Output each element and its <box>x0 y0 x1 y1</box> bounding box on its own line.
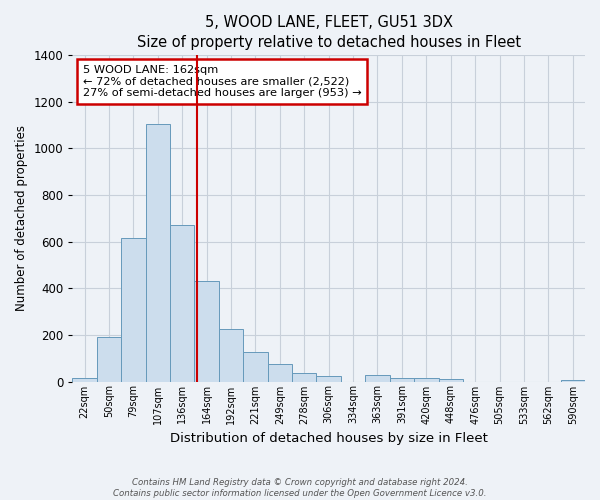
Bar <box>121 238 146 382</box>
Y-axis label: Number of detached properties: Number of detached properties <box>15 126 28 312</box>
Bar <box>170 226 194 382</box>
Bar <box>414 378 439 382</box>
Bar <box>268 364 292 382</box>
Bar <box>194 282 219 382</box>
Bar <box>97 337 121 382</box>
Title: 5, WOOD LANE, FLEET, GU51 3DX
Size of property relative to detached houses in Fl: 5, WOOD LANE, FLEET, GU51 3DX Size of pr… <box>137 15 521 50</box>
Bar <box>389 378 414 382</box>
Bar <box>73 378 97 382</box>
Bar <box>365 374 389 382</box>
Bar <box>243 352 268 382</box>
Text: 5 WOOD LANE: 162sqm
← 72% of detached houses are smaller (2,522)
27% of semi-det: 5 WOOD LANE: 162sqm ← 72% of detached ho… <box>83 65 361 98</box>
Bar <box>219 329 243 382</box>
Bar <box>146 124 170 382</box>
Text: Contains HM Land Registry data © Crown copyright and database right 2024.
Contai: Contains HM Land Registry data © Crown c… <box>113 478 487 498</box>
Bar <box>316 376 341 382</box>
Bar <box>292 374 316 382</box>
Bar <box>439 379 463 382</box>
X-axis label: Distribution of detached houses by size in Fleet: Distribution of detached houses by size … <box>170 432 488 445</box>
Bar <box>560 380 585 382</box>
